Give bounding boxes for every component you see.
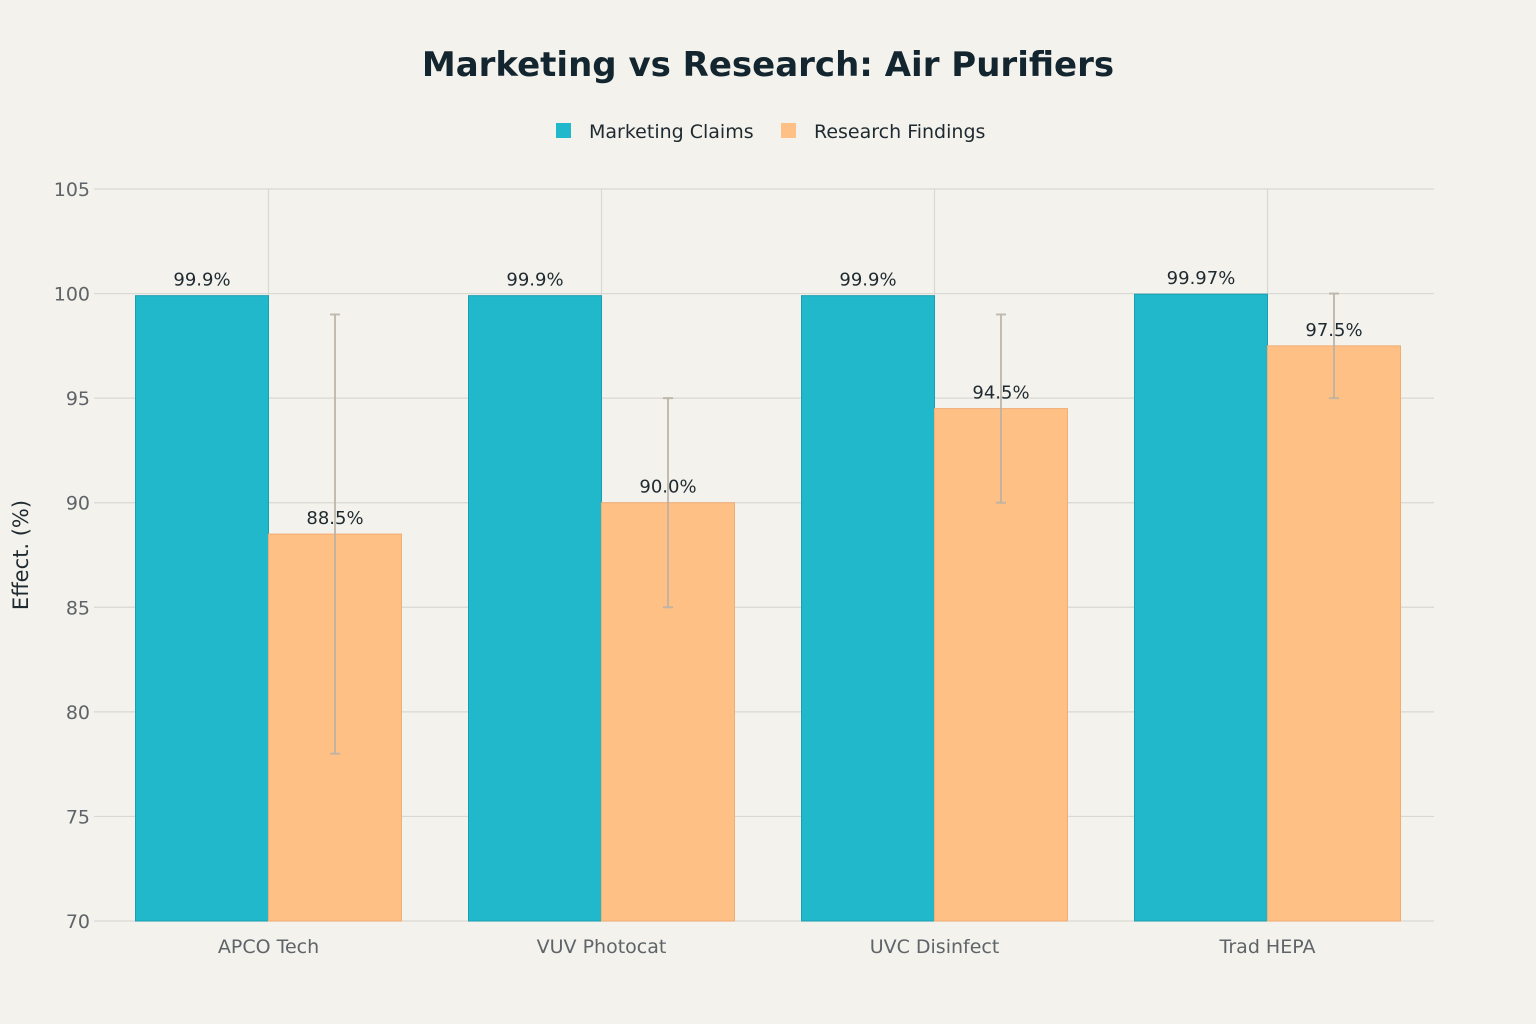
y-tick-label: 100 xyxy=(54,284,90,306)
x-tick-label: Trad HEPA xyxy=(1219,936,1316,958)
legend-swatch-research xyxy=(781,123,796,138)
y-tick-label: 105 xyxy=(54,179,90,201)
data-label: 99.9% xyxy=(506,270,563,291)
y-tick-label: 75 xyxy=(66,806,90,828)
y-tick-label: 90 xyxy=(66,493,90,515)
legend-swatch-marketing xyxy=(556,123,571,138)
data-label: 99.9% xyxy=(839,270,896,291)
legend-label-research: Research Findings xyxy=(814,121,985,143)
x-tick-label: APCO Tech xyxy=(218,936,319,958)
x-tick-label: VUV Photocat xyxy=(537,936,667,958)
chart-title: Marketing vs Research: Air Purifiers xyxy=(422,45,1114,85)
x-tick-label: UVC Disinfect xyxy=(870,936,1000,958)
data-label: 99.9% xyxy=(173,270,230,291)
data-label: 88.5% xyxy=(306,508,363,529)
y-axis-label: Effect. (%) xyxy=(9,500,33,610)
y-tick-label: 70 xyxy=(66,911,90,933)
data-label: 97.5% xyxy=(1305,320,1362,341)
y-tick-label: 80 xyxy=(66,702,90,724)
y-tick-label: 85 xyxy=(66,597,90,619)
y-tick-label: 95 xyxy=(66,388,90,410)
bar-marketing xyxy=(801,295,935,922)
data-label: 90.0% xyxy=(639,477,696,498)
bar-marketing xyxy=(1134,293,1268,922)
data-label: 99.97% xyxy=(1167,268,1236,289)
legend-label-marketing: Marketing Claims xyxy=(589,121,754,143)
data-label: 94.5% xyxy=(972,383,1029,404)
bar-marketing xyxy=(135,295,269,922)
bar-research xyxy=(1267,345,1401,922)
bar-marketing xyxy=(468,295,602,922)
